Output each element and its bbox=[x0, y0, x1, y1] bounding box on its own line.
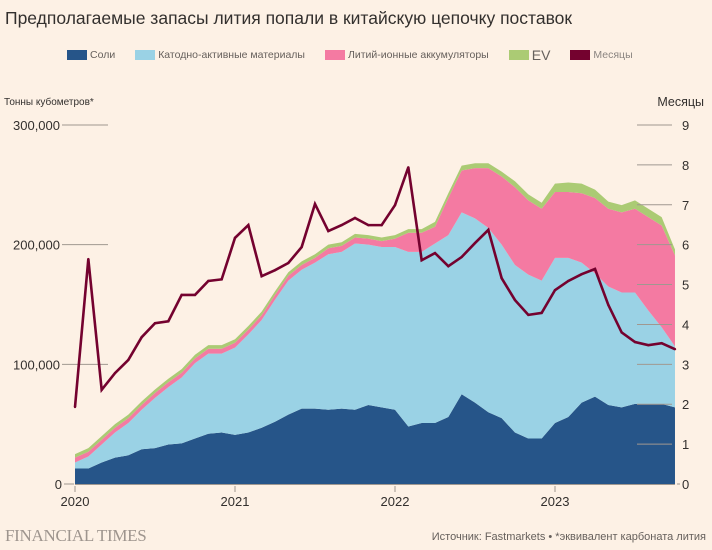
area-li-ion-batteries bbox=[75, 168, 675, 463]
months-point bbox=[500, 276, 503, 280]
months-point bbox=[393, 203, 397, 207]
months-point bbox=[300, 245, 303, 249]
months-point bbox=[447, 265, 450, 268]
months-point bbox=[407, 166, 410, 169]
months-point bbox=[527, 313, 530, 317]
x-tick-label: 2021 bbox=[221, 494, 250, 509]
y2-tick-label: 9 bbox=[682, 118, 689, 133]
legend: Соли Катодно-активные материалы Литий-ио… bbox=[67, 47, 653, 63]
y2-tick-label: 8 bbox=[682, 158, 689, 173]
months-point bbox=[287, 261, 290, 265]
months-point bbox=[260, 274, 263, 278]
months-point bbox=[167, 320, 170, 323]
months-point bbox=[273, 268, 277, 272]
months-point bbox=[380, 223, 383, 227]
months-point bbox=[513, 298, 517, 302]
legend-swatch bbox=[135, 50, 156, 60]
months-point bbox=[540, 311, 543, 315]
legend-item-months: Месяцы bbox=[570, 49, 633, 61]
months-point bbox=[607, 303, 610, 307]
months-point bbox=[100, 388, 103, 392]
months-point bbox=[73, 405, 77, 409]
months-point bbox=[313, 202, 317, 206]
y2-tick-label: 1 bbox=[682, 437, 689, 452]
legend-swatch bbox=[570, 50, 591, 60]
legend-swatch bbox=[67, 50, 87, 60]
x-tick-label: 2022 bbox=[381, 494, 410, 509]
months-point bbox=[673, 347, 677, 351]
months-point bbox=[433, 251, 437, 255]
y-tick-label: 100,000 bbox=[13, 357, 60, 372]
months-point bbox=[327, 229, 330, 233]
months-point bbox=[487, 228, 490, 232]
legend-item-salts: Соли bbox=[67, 49, 115, 61]
months-point bbox=[620, 331, 623, 334]
y-tick-label: 0 bbox=[55, 477, 62, 492]
months-point bbox=[660, 341, 663, 345]
y-axis-label: Тонны кубометров* bbox=[4, 97, 94, 108]
legend-item-ev: EV bbox=[508, 47, 551, 63]
months-point bbox=[233, 236, 237, 240]
legend-swatch bbox=[324, 50, 345, 60]
months-point bbox=[567, 279, 570, 283]
months-point bbox=[460, 255, 463, 259]
months-point bbox=[127, 358, 130, 362]
y-tick-label: 200,000 bbox=[13, 238, 60, 253]
x-tick-label: 2020 bbox=[61, 494, 90, 509]
months-point bbox=[153, 322, 157, 325]
months-point bbox=[633, 340, 637, 344]
source-note: Источник: Fastmarkets • *эквивалент карб… bbox=[431, 531, 706, 543]
line-months bbox=[73, 166, 676, 408]
months-point bbox=[647, 343, 650, 347]
legend-swatch bbox=[508, 50, 529, 60]
months-point bbox=[113, 371, 117, 375]
months-point bbox=[340, 223, 343, 227]
months-point bbox=[593, 267, 597, 271]
x-tick-label: 2023 bbox=[541, 494, 570, 509]
months-point bbox=[140, 336, 143, 339]
area-salts bbox=[75, 394, 675, 484]
legend-label: Месяцы bbox=[593, 49, 633, 61]
legend-label: Катодно-активные материалы bbox=[158, 49, 305, 61]
months-point bbox=[180, 293, 183, 297]
ft-logo: FINANCIAL TIMES bbox=[5, 526, 147, 545]
chart-title: Предполагаемые запасы лития попали в кит… bbox=[5, 8, 573, 28]
y2-tick-label: 0 bbox=[682, 477, 689, 492]
y2-tick-label: 6 bbox=[682, 238, 689, 253]
months-point bbox=[207, 279, 210, 283]
y2-tick-label: 3 bbox=[682, 357, 689, 372]
months-point bbox=[353, 216, 357, 220]
legend-label: EV bbox=[531, 47, 551, 63]
months-point bbox=[193, 293, 197, 297]
months-point bbox=[420, 259, 423, 262]
months-point bbox=[367, 223, 370, 227]
legend-item-li-ion: Литий-ионные аккумуляторы bbox=[324, 49, 489, 61]
months-point bbox=[473, 241, 477, 245]
months-point bbox=[247, 223, 250, 227]
area-cathode-materials bbox=[75, 212, 675, 469]
y2-tick-label: 4 bbox=[682, 317, 689, 332]
months-point bbox=[220, 278, 223, 281]
y-tick-label: 300,000 bbox=[13, 118, 60, 133]
legend-item-cathode: Катодно-активные материалы bbox=[135, 49, 305, 61]
y2-tick-label: 7 bbox=[682, 198, 689, 213]
months-point bbox=[87, 257, 90, 261]
y2-axis-label: Месяцы bbox=[657, 95, 704, 109]
y2-tick-label: 5 bbox=[682, 278, 689, 293]
legend-label: Литий-ионные аккумуляторы bbox=[347, 49, 489, 61]
months-point bbox=[580, 272, 583, 276]
legend-label: Соли bbox=[90, 49, 116, 61]
months-point bbox=[553, 288, 557, 292]
y2-tick-label: 2 bbox=[682, 397, 689, 412]
